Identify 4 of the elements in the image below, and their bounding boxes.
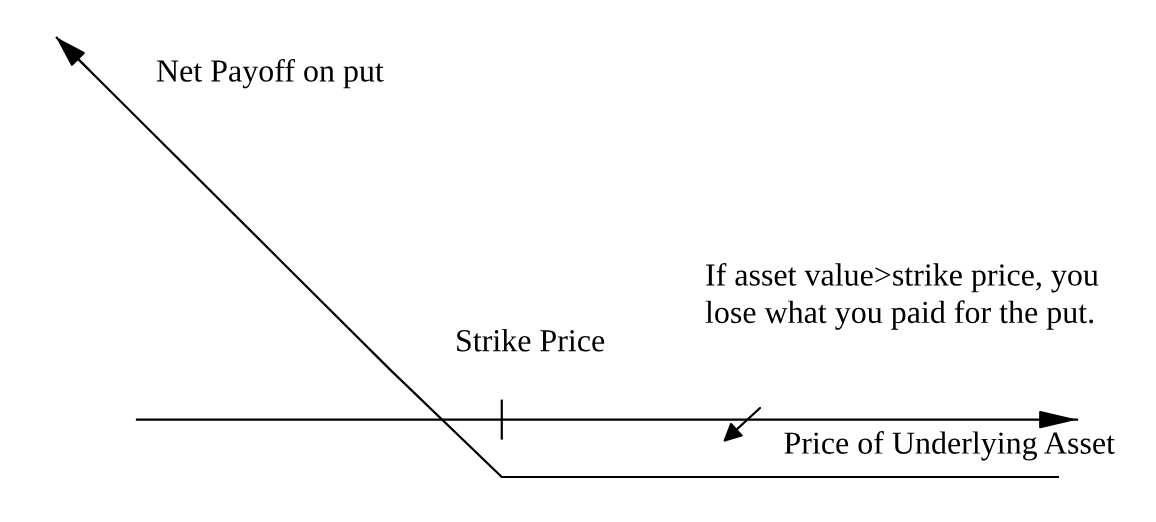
legend-label: Net Payoff on put [156,58,384,89]
x-axis-title: Price of Underlying Asset [784,431,1115,461]
annotation: If asset value>strike price, you lose what you paid for the put. [705,263,1099,330]
annotation: Strike Price [457,329,605,352]
